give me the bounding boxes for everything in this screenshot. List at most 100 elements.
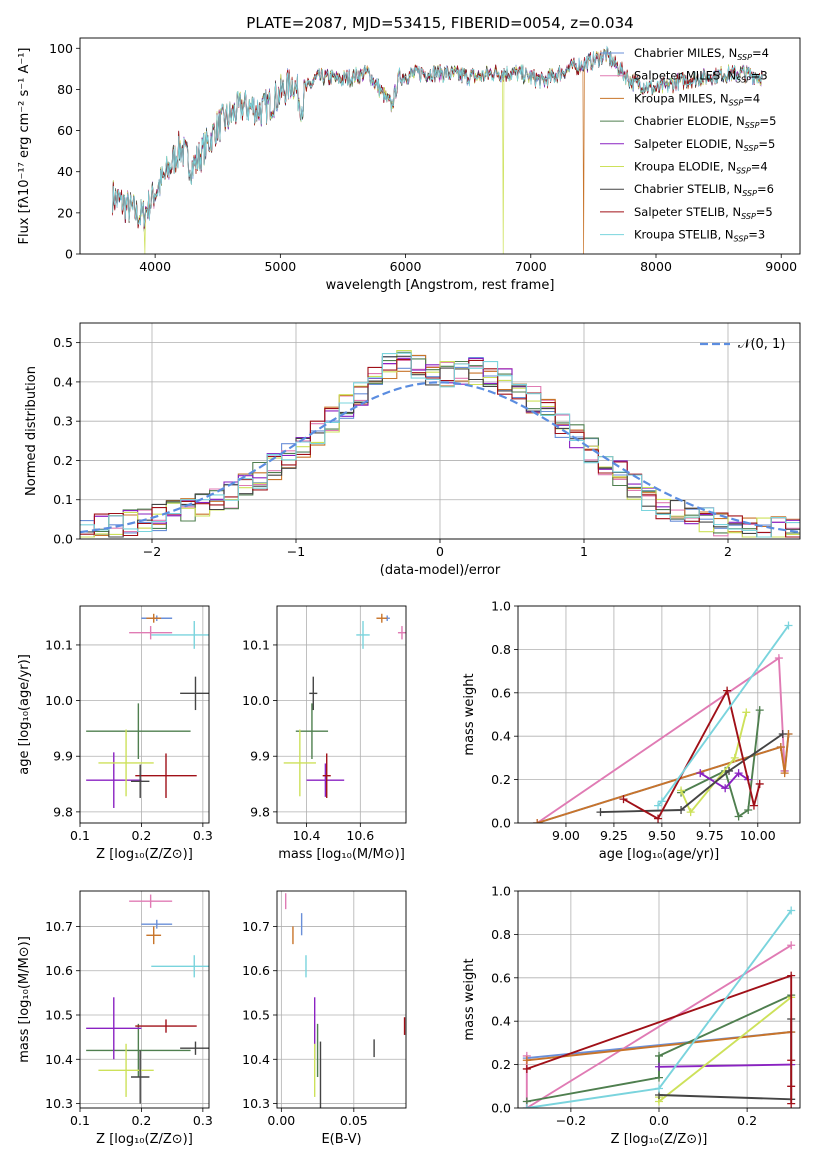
weight-marker (686, 808, 695, 817)
x-axis-label: Z [log₁₀(Z/Z⊙)] (96, 847, 193, 862)
plot-area-mass_vs_ebv (284, 893, 406, 1108)
weight-marker (744, 805, 753, 814)
y-tick-label: 9.9 (53, 749, 73, 764)
x-tick-label: 9000 (765, 259, 797, 274)
y-tick-label: 10.5 (242, 1008, 270, 1023)
histogram-step (80, 349, 800, 538)
legend-label: Kroupa ELODIE, NSSP=4 (634, 160, 768, 176)
weight-marker (776, 743, 785, 752)
axes-mass_vs_Z: 0.1 0.2 0.3 10.3 10.4 10.5 10.6 10.7 Z [log₁₀(Z/… (17, 890, 213, 1147)
x-tick-label: 7000 (515, 259, 547, 274)
x-tick-label: 0.0 (649, 1113, 669, 1128)
weight-marker (734, 769, 743, 778)
y-tick-label: 10.7 (242, 919, 270, 934)
x-tick-label: 0.2 (737, 1113, 757, 1128)
x-tick-label: 0.05 (340, 1113, 368, 1128)
histogram-step (80, 355, 800, 538)
plot-area-mass_vs_Z (86, 894, 209, 1104)
x-tick-label: 4000 (139, 259, 171, 274)
y-axis-label: mass weight (462, 958, 477, 1040)
axes-frame (79, 322, 801, 540)
x-tick-label: 10.00 (740, 828, 776, 843)
legend-label: Salpeter STELIB, NSSP=5 (634, 205, 773, 221)
y-tick-label: 10.3 (242, 1096, 270, 1111)
x-axis-label: E(B-V) (321, 1132, 361, 1147)
legend-label: 𝒩(0, 1) (738, 337, 785, 352)
legend: Chabrier MILES, NSSP=4 Salpeter MILES, NS… (600, 46, 776, 244)
weight-line (536, 733, 790, 823)
x-tick-label: 9.75 (696, 828, 724, 843)
x-tick-label: 1 (580, 544, 588, 559)
plot-area-age_vs_Z (86, 613, 209, 808)
legend-label: Kroupa STELIB, NSSP=3 (634, 228, 765, 244)
y-tick-label: 0.1 (53, 492, 73, 507)
weight-marker (655, 1062, 663, 1071)
weight-marker (721, 784, 730, 793)
x-tick-label: 0.2 (131, 828, 151, 843)
weight-marker (655, 1073, 663, 1082)
x-axis-label: mass [log₁₀(M/M⊙)] (278, 847, 405, 862)
legend-label: Chabrier STELIB, NSSP=6 (634, 182, 774, 198)
weight-marker (696, 769, 705, 778)
axes-age_vs_mass: 10.4 10.6 9.8 9.9 10.0 10.1 mass [log₁₀(M/M⊙)] (242, 605, 407, 862)
y-axis-label: mass [log₁₀(M/M⊙)] (17, 936, 32, 1063)
plot-area-mass_weight_vs_Z (522, 906, 796, 1108)
y-axis-label: Normed distribution (24, 366, 39, 496)
weight-marker (723, 686, 732, 695)
x-tick-label: 10.4 (293, 828, 321, 843)
weight-marker (654, 801, 663, 810)
weight-marker (655, 1051, 663, 1060)
weight-marker (787, 941, 796, 950)
weight-marker (749, 801, 758, 810)
weight-line (526, 1031, 792, 1062)
y-tick-label: 9.8 (250, 804, 270, 819)
axes-mass_vs_ebv: 0.00 0.05 10.3 10.4 10.5 10.6 10.7 E(B-V) (242, 890, 407, 1147)
y-tick-label: 0.2 (53, 453, 73, 468)
weight-marker (677, 805, 686, 814)
weight-marker (778, 730, 787, 739)
weight-marker (742, 708, 751, 717)
legend-label: Salpeter MILES, NSSP=3 (634, 69, 768, 85)
x-tick-label: 10.6 (346, 828, 374, 843)
y-tick-label: 80 (57, 82, 73, 97)
axes-mass_weight_vs_Z: −0.2 0.0 0.2 0.0 0.2 0.4 0.6 0.8 1.0 Z [log₁₀(Z/Z… (462, 884, 801, 1147)
x-axis-label: age [log₁₀(age/yr)] (599, 847, 720, 862)
axes-frame (276, 605, 407, 824)
weight-line (658, 1063, 792, 1068)
plot-area-spectrum (112, 45, 763, 254)
legend-label: Kroupa MILES, NSSP=4 (634, 91, 760, 107)
legend: 𝒩(0, 1) (700, 337, 785, 352)
axes-mass_weight_vs_age: 9.00 9.25 9.50 9.75 10.00 0.0 0.2 0.4 0.6 0.8 1.0 a… (462, 599, 801, 862)
axes-age_vs_Z: 0.1 0.2 0.3 9.8 9.9 10.0 10.1 Z [log₁₀(Z/Z⊙)] ag… (17, 605, 213, 862)
x-axis-label: wavelength [Angstrom, rest frame] (326, 278, 555, 293)
y-tick-label: 10.4 (242, 1052, 270, 1067)
x-tick-label: −2 (143, 544, 161, 559)
axes-frame (79, 37, 801, 255)
axes-spectrum: 4000 5000 6000 7000 8000 9000 0 20 40 60 80 100 wave… (17, 37, 801, 293)
weight-marker (734, 812, 743, 821)
weight-marker (533, 819, 542, 823)
plot-area-age_vs_mass (283, 613, 406, 798)
y-tick-label: 0.0 (491, 816, 511, 831)
x-tick-label: 8000 (640, 259, 672, 274)
y-tick-label: 0.3 (53, 414, 73, 429)
y-axis-label: age [log₁₀(age/yr)] (17, 654, 32, 775)
axes-frame (79, 605, 210, 824)
y-tick-label: 0.6 (491, 685, 511, 700)
weight-marker (522, 1104, 531, 1108)
y-tick-label: 10.1 (45, 637, 73, 652)
y-tick-label: 60 (57, 123, 73, 138)
weight-line (600, 733, 784, 814)
weight-marker (787, 1082, 796, 1091)
x-tick-label: 0.1 (70, 1113, 90, 1128)
weight-marker (522, 1064, 531, 1073)
x-tick-label: 9.00 (552, 828, 580, 843)
y-tick-label: 0.4 (491, 1014, 511, 1029)
x-axis-label: (data-model)/error (380, 563, 501, 578)
x-tick-label: 0.1 (70, 828, 90, 843)
weight-marker (780, 769, 789, 778)
x-tick-label: 9.25 (600, 828, 628, 843)
weight-marker (522, 1056, 531, 1065)
axes-residuals: −2 −1 0 1 2 0.0 0.1 0.2 0.3 0.4 0.5 (data-model)/er… (24, 322, 801, 578)
